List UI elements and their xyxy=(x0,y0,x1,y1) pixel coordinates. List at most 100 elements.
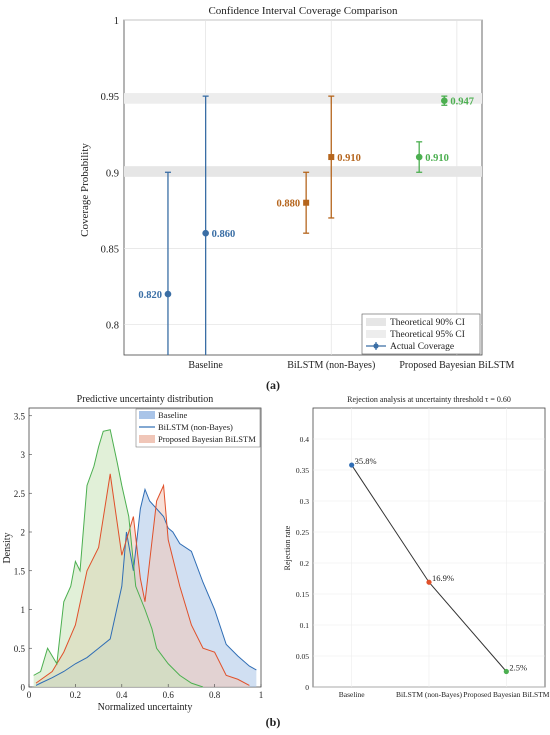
legend-95-label: Theoretical 95% CI xyxy=(390,330,465,340)
density-x-tick-label: 0.4 xyxy=(116,690,128,700)
rejection-marker xyxy=(349,462,355,468)
coverage-y-ticks: 0.8 0.85 0.9 0.95 1 xyxy=(101,16,119,332)
density-chart: 0 0.5 1 1.5 2 2.5 3 3.5 0 0.2 0.4 0.6 0.8 1 Predicti… xyxy=(2,394,263,713)
rejection-x-tick-label: Baseline xyxy=(339,690,365,699)
coverage-data-label: 0.860 xyxy=(212,229,236,240)
density-y-axis-label: Density xyxy=(2,532,13,563)
panel-b-label: (b) xyxy=(266,715,281,729)
legend-bilstm-label: BiLSTM (non-Bayes) xyxy=(158,422,233,432)
rejection-y-tick-label: 0.25 xyxy=(296,528,309,537)
density-line xyxy=(35,473,250,686)
rejection-y-axis-label: Rejection rate xyxy=(283,525,292,570)
density-legend: Baseline BiLSTM (non-Bayes) Proposed Bay… xyxy=(135,408,261,448)
coverage-data-label: 0.910 xyxy=(337,153,361,164)
density-x-tick-label: 1 xyxy=(259,690,264,700)
coverage-point: 0.910 xyxy=(328,95,361,219)
coverage-x-tick-label: Proposed Bayesian BiLSTM xyxy=(399,360,514,371)
legend-95-swatch xyxy=(366,330,386,338)
coverage-reference-band xyxy=(124,93,482,104)
rejection-data-label: 2.5% xyxy=(509,663,527,673)
coverage-marker xyxy=(328,154,335,161)
coverage-x-ticks: Baseline BiLSTM (non-Bayes) Proposed Bayes… xyxy=(188,360,514,371)
density-y-tick-label: 1 xyxy=(21,605,26,615)
rejection-y-tick-label: 0.15 xyxy=(296,590,309,599)
coverage-marker xyxy=(303,199,310,206)
coverage-data-label: 0.947 xyxy=(450,97,474,108)
coverage-title: Confidence Interval Coverage Comparison xyxy=(208,5,398,17)
coverage-point: 0.880 xyxy=(277,171,310,234)
coverage-points: 0.820 0.860 0.880 0.910 0.910 0.947 xyxy=(138,95,474,355)
legend-baseline-swatch xyxy=(139,411,155,419)
rejection-data-label: 16.9% xyxy=(432,573,454,583)
density-x-axis-label: Normalized uncertainty xyxy=(98,702,193,713)
rejection-y-tick-label: 0.4 xyxy=(300,435,310,444)
coverage-y-tick-label: 1 xyxy=(114,16,119,27)
coverage-point: 0.820 xyxy=(138,171,172,355)
density-line xyxy=(35,487,257,686)
rejection-y-tick-label: 0 xyxy=(305,683,309,692)
density-x-tick-label: 0.6 xyxy=(163,690,175,700)
legend-baseline-label: Baseline xyxy=(158,410,187,420)
coverage-y-tick-label: 0.85 xyxy=(101,244,119,255)
density-y-tick-label: 3.5 xyxy=(14,411,26,421)
coverage-data-label: 0.820 xyxy=(138,290,162,301)
coverage-point: 0.860 xyxy=(202,95,236,355)
coverage-marker xyxy=(164,290,172,298)
coverage-x-tick-label: Baseline xyxy=(188,360,223,371)
coverage-point: 0.910 xyxy=(415,141,449,173)
rejection-data-label: 35.8% xyxy=(355,456,377,466)
density-x-ticks: 0 0.2 0.4 0.6 0.8 1 xyxy=(27,684,264,700)
legend-90-swatch xyxy=(366,318,386,326)
rejection-title: Rejection analysis at uncertainty thresh… xyxy=(347,395,511,404)
rejection-y-tick-label: 0.1 xyxy=(300,621,310,630)
density-legend-box xyxy=(135,408,261,448)
rejection-x-tick-label: BiLSTM (non-Bayes) xyxy=(396,690,463,699)
rejection-y-tick-label: 0.3 xyxy=(300,497,310,506)
legend-bayes-label: Proposed Bayesian BiLSTM xyxy=(158,434,256,444)
legend-90-label: Theoretical 90% CI xyxy=(390,318,465,328)
coverage-y-tick-label: 0.8 xyxy=(106,321,119,332)
density-y-tick-label: 3 xyxy=(21,450,26,460)
density-y-tick-label: 0 xyxy=(21,683,26,693)
rejection-chart: 0 0.05 0.1 0.15 0.2 0.25 0.3 0.35 0.4 Baseline Bi… xyxy=(283,395,550,699)
rejection-x-tick-label: Proposed Bayesian BiLSTM xyxy=(463,690,550,699)
coverage-plot-area xyxy=(123,19,483,356)
coverage-y-tick-label: 0.9 xyxy=(106,168,119,179)
coverage-legend: Theoretical 90% CI Theoretical 95% CI Ac… xyxy=(361,313,481,355)
coverage-y-axis-label: Coverage Probability xyxy=(79,143,91,237)
coverage-marker xyxy=(415,153,423,161)
rejection-y-tick-label: 0.35 xyxy=(296,466,309,475)
density-title: Predictive uncertainty distribution xyxy=(77,394,214,405)
rejection-y-tick-label: 0.2 xyxy=(300,559,310,568)
coverage-data-label: 0.910 xyxy=(425,153,449,164)
rejection-y-ticks: 0 0.05 0.1 0.15 0.2 0.25 0.3 0.35 0.4 xyxy=(296,435,309,692)
legend-bayes-swatch xyxy=(139,435,155,443)
density-y-tick-label: 2.5 xyxy=(14,489,26,499)
density-y-tick-label: 1.5 xyxy=(14,566,26,576)
coverage-data-label: 0.880 xyxy=(277,199,301,210)
density-y-ticks: 0 0.5 1 1.5 2 2.5 3 3.5 xyxy=(14,411,32,693)
rejection-gridlines xyxy=(313,408,545,688)
density-y-tick-label: 2 xyxy=(21,528,26,538)
rejection-x-ticks: Baseline BiLSTM (non-Bayes) Proposed Bayes… xyxy=(339,690,550,699)
rejection-marker xyxy=(503,668,509,675)
density-y-tick-label: 0.5 xyxy=(14,644,26,654)
coverage-y-tick-label: 0.95 xyxy=(101,92,119,103)
density-x-tick-label: 0.2 xyxy=(70,690,81,700)
coverage-point: 0.947 xyxy=(441,95,474,108)
density-line xyxy=(33,429,204,688)
rejection-marker xyxy=(426,579,432,585)
panel-a-label: (a) xyxy=(266,378,280,392)
rejection-line: 35.8% 16.9% 2.5% xyxy=(349,456,527,675)
coverage-reference-band xyxy=(124,166,482,177)
coverage-marker xyxy=(441,97,448,105)
rejection-y-tick-label: 0.05 xyxy=(296,652,309,661)
density-x-tick-label: 0 xyxy=(27,690,32,700)
density-areas xyxy=(33,429,257,688)
density-x-tick-label: 0.8 xyxy=(209,690,221,700)
legend-actual-marker xyxy=(373,343,379,349)
legend-actual-label: Actual Coverage xyxy=(390,342,454,352)
coverage-chart: 0.8 0.85 0.9 0.95 1 Baseline BiLSTM (non-Baye… xyxy=(79,5,514,392)
coverage-marker xyxy=(202,229,209,237)
